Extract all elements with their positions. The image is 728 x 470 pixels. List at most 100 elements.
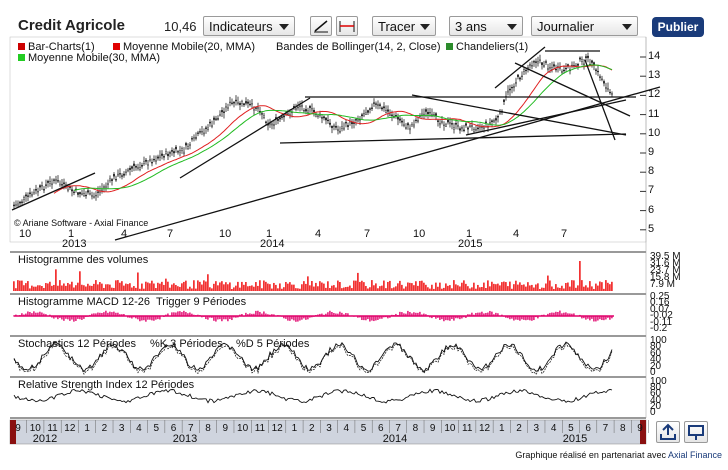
- publish-button[interactable]: Publier: [652, 17, 704, 37]
- volume-bar: [197, 280, 199, 291]
- y-tick-label: 12: [648, 88, 661, 101]
- macd-bar: [153, 316, 155, 321]
- macd-bar: [111, 312, 113, 317]
- volume-bar: [49, 281, 51, 291]
- candle-body: [591, 60, 593, 63]
- volume-bar: [511, 288, 513, 291]
- candle-body: [309, 106, 311, 108]
- volume-bar: [145, 281, 147, 291]
- macd-panel-label: Histogramme MACD 12-26: [18, 296, 151, 308]
- macd-bar: [223, 316, 225, 320]
- volume-bar: [525, 286, 527, 291]
- export-button[interactable]: [656, 421, 680, 443]
- candle-body: [167, 153, 169, 157]
- rsi-panel-label: Relative Strength Index 12 Périodes: [18, 379, 195, 391]
- volume-bar: [83, 285, 85, 291]
- volume-bar: [257, 285, 259, 291]
- volume-bar: [57, 285, 59, 291]
- macd-bar: [107, 312, 109, 317]
- volume-bar: [599, 281, 601, 291]
- macd-bar: [335, 313, 337, 317]
- candle-body: [375, 103, 377, 105]
- macd-bar: [449, 316, 451, 321]
- candle-body: [507, 90, 509, 93]
- volume-bar: [343, 287, 345, 291]
- macd-bar: [505, 316, 507, 318]
- volume-bar: [187, 288, 189, 291]
- volume-bar: [357, 272, 359, 291]
- macd-bar: [411, 313, 413, 317]
- macd-bar: [131, 316, 133, 319]
- macd-bar: [181, 312, 183, 317]
- volume-bar: [271, 288, 273, 291]
- volume-bar: [225, 282, 227, 291]
- candle-body: [59, 183, 61, 187]
- candle-body: [179, 150, 181, 153]
- candle-body: [35, 189, 37, 191]
- navigator-month-label: 3: [326, 423, 332, 434]
- navigator-left-handle[interactable]: [10, 420, 16, 444]
- interval-select[interactable]: Journalier: [531, 16, 638, 36]
- volume-bar: [219, 282, 221, 291]
- candle-body: [547, 68, 549, 70]
- candle-body: [311, 108, 313, 111]
- interval-value: Journalier: [537, 19, 595, 34]
- volume-bar: [527, 282, 529, 291]
- x-month-label: 4: [121, 228, 128, 240]
- volume-bar: [181, 283, 183, 291]
- horizontal-line-tool-button[interactable]: [336, 16, 358, 36]
- toolbar: Credit Agricole 10,46 Indicateurs Tracer…: [0, 0, 728, 40]
- volume-bar: [553, 288, 555, 291]
- navigator-right-handle[interactable]: [640, 420, 646, 444]
- volume-bar: [369, 287, 371, 291]
- volume-bar: [77, 282, 79, 291]
- volume-bar: [269, 284, 271, 291]
- macd-bar: [259, 311, 261, 317]
- stochastics-d-line: [13, 342, 613, 376]
- volume-bar: [603, 288, 605, 291]
- y-tick-label: 8: [648, 165, 655, 178]
- draw-dropdown[interactable]: Tracer: [372, 16, 436, 36]
- candle-body: [103, 186, 105, 188]
- panel-tick-label: 0.16: [650, 297, 670, 309]
- draw-line-tool-button[interactable]: [310, 16, 332, 36]
- volume-bar: [529, 285, 531, 291]
- legend-label: Chandeliers(1): [456, 41, 529, 53]
- volume-bar: [325, 287, 327, 291]
- candle-body: [61, 184, 63, 186]
- macd-bar: [547, 313, 549, 317]
- x-month-label: 7: [167, 228, 174, 240]
- macd-bar: [35, 312, 37, 317]
- macd-bar: [53, 316, 55, 319]
- candle-body: [397, 117, 399, 120]
- macd-bar: [415, 312, 417, 317]
- period-select[interactable]: 3 ans: [449, 16, 523, 36]
- macd-bar: [79, 316, 81, 320]
- volume-bar: [207, 274, 209, 291]
- candle-body: [299, 105, 301, 108]
- candle-body: [215, 118, 217, 120]
- indicators-dropdown[interactable]: Indicateurs: [203, 16, 295, 36]
- macd-bar: [231, 316, 233, 321]
- volume-bar: [377, 288, 379, 291]
- volume-bar: [373, 285, 375, 291]
- macd-bar: [287, 316, 289, 321]
- macd-bar: [365, 316, 367, 321]
- volume-bar: [125, 283, 127, 291]
- panel-tick-label: 39.5 M: [650, 251, 681, 262]
- print-button[interactable]: [684, 421, 708, 443]
- rsi-line: [13, 388, 613, 404]
- trendline: [179, 97, 311, 179]
- candle-body: [175, 146, 177, 150]
- candle-body: [85, 194, 87, 197]
- volume-bar: [337, 280, 339, 291]
- macd-histogram: [13, 310, 614, 322]
- candle-body: [67, 189, 69, 191]
- volume-bar: [203, 280, 205, 291]
- volume-bar: [277, 288, 279, 291]
- y-tick-label: 11: [648, 107, 660, 120]
- navigator-track[interactable]: [9, 419, 647, 445]
- footer-link[interactable]: Axial Finance: [667, 450, 722, 460]
- volume-bar: [393, 287, 395, 291]
- macd-bar: [51, 316, 53, 318]
